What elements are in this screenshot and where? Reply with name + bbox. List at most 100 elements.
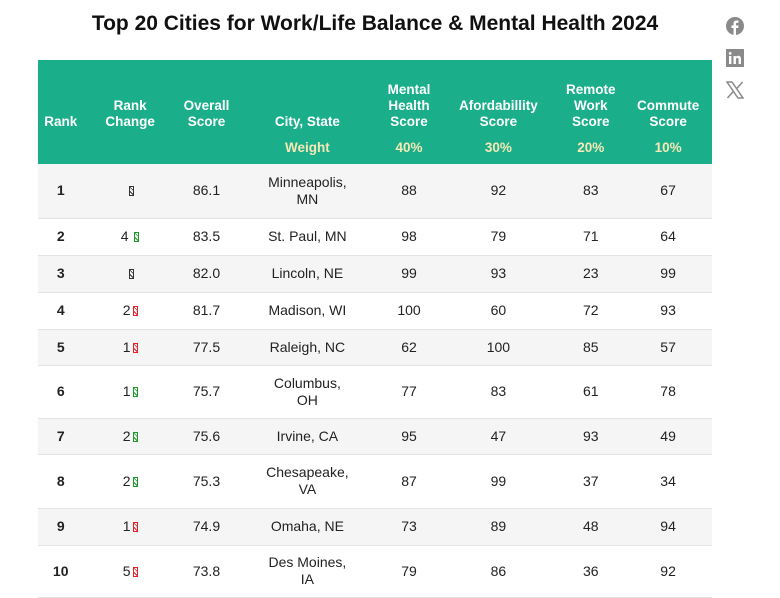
city-cell-text: Omaha, NE [270,518,344,534]
overall-score-cell-text: 82.0 [192,265,221,281]
city-cell: Raleigh, NC [236,329,379,366]
mental-health-cell: 100 [378,292,440,330]
linkedin-icon[interactable] [726,49,744,67]
rank-cell: 9 [38,508,84,546]
remote-work-cell: 37 [557,454,625,509]
rank-change-cell [83,164,177,219]
rank-change-cell-text: 1 [122,338,131,355]
affordability-cell-text: 99 [490,472,507,489]
weight-mental: 40% [378,132,440,164]
commute-cell: 99 [624,255,712,293]
overall-score-cell: 83.5 [176,218,237,256]
city-cell-text: Irvine, CA [276,427,339,444]
mental-health-cell-text: 73 [401,518,417,534]
rank-change-cell [83,255,177,293]
rank-change-cell-text: 4 [120,228,133,244]
facebook-icon[interactable] [726,17,744,35]
header-affordability[interactable]: Afordabillity Score [439,60,558,132]
rank-change-cell: 1 [83,329,177,366]
remote-work-cell-text: 48 [582,518,599,534]
weight-empty [176,132,237,164]
rank-cell-text: 10 [52,562,69,579]
table-row: 6 1 75.7 Columbus, OH 77 83 61 78 [38,365,712,419]
overall-score-cell: 82.0 [176,255,237,293]
rank-change-cell-text: 5 [122,562,131,579]
remote-work-cell: 72 [557,292,625,330]
mental-health-cell: 79 [378,545,440,598]
overall-score-cell-text: 73.8 [192,562,221,579]
mental-health-cell: 88 [378,164,440,219]
remote-work-cell-text: 61 [582,383,599,399]
affordability-cell-text: 47 [490,427,507,444]
rank-cell: 2 [38,218,84,256]
remote-work-cell-text: 36 [582,562,599,579]
trend-down-icon [132,522,138,532]
affordability-cell: 100 [439,329,558,366]
rank-change-cell: 2 [83,292,177,330]
remote-work-cell: 71 [557,218,625,256]
header-rank[interactable]: Rank [38,60,84,132]
rank-change-cell-text: 1 [122,383,131,399]
rank-change-cell: 2 [83,454,177,509]
header-remote-work[interactable]: Remote Work Score [557,60,625,132]
affordability-cell: 93 [439,255,558,293]
city-cell: Columbus, OH [236,365,379,419]
header-city-state[interactable]: City, State [236,60,379,132]
commute-cell: 49 [624,418,712,455]
overall-score-cell: 81.7 [176,292,237,330]
rank-cell-text: 4 [56,302,65,318]
affordability-cell: 60 [439,292,558,330]
city-cell-text: Chesapeake, VA [266,464,349,497]
city-cell: Minneapolis, MN [236,164,379,219]
weight-commute: 10% [624,132,712,164]
remote-work-cell-text: 23 [582,265,599,281]
mental-health-cell-text: 87 [401,472,417,489]
overall-score-cell-text: 75.3 [192,472,221,489]
city-cell-text: Columbus, OH [273,374,341,408]
weight-empty [83,132,177,164]
remote-work-cell-text: 37 [582,472,599,489]
trend-up-icon [132,476,138,487]
mental-health-cell-text: 95 [401,427,417,444]
mental-health-cell: 98 [378,218,440,256]
x-icon[interactable] [726,81,744,99]
affordability-cell-text: 100 [486,338,511,355]
rank-cell-text: 5 [56,338,65,355]
rankings-table: Rank Rank Change Overall Score City, Sta… [38,60,712,598]
rank-cell-text: 2 [56,228,65,244]
commute-cell: 94 [624,508,712,546]
overall-score-cell: 73.8 [176,545,237,598]
table-row: 1 86.1 Minneapolis, MN 88 92 83 67 [38,164,712,219]
header-overall-score[interactable]: Overall Score [176,60,237,132]
mental-health-cell: 62 [378,329,440,366]
header-commute[interactable]: Commute Score [624,60,712,132]
city-cell-text: Madison, WI [268,302,347,318]
remote-work-cell: 61 [557,365,625,419]
rank-change-cell-text: 2 [122,302,131,318]
overall-score-cell: 75.3 [176,454,237,509]
rank-cell: 8 [38,454,84,509]
affordability-cell-text: 93 [490,265,507,281]
overall-score-cell: 75.7 [176,365,237,419]
city-cell: Chesapeake, VA [236,454,379,509]
table-row: 2 4 83.5 St. Paul, MN 98 79 71 64 [38,218,712,256]
header-mental-health[interactable]: Mental Health Score [378,60,440,132]
affordability-cell: 83 [439,365,558,419]
mental-health-cell-text: 77 [401,383,417,399]
remote-work-cell: 85 [557,329,625,366]
overall-score-cell-text: 75.6 [192,427,221,444]
affordability-cell: 47 [439,418,558,455]
mental-health-cell: 73 [378,508,440,546]
trend-same-icon [128,269,134,279]
affordability-cell: 99 [439,454,558,509]
rank-change-cell: 5 [83,545,177,598]
city-cell-text: St. Paul, MN [268,228,347,244]
rank-cell: 1 [38,164,84,219]
commute-cell-text: 49 [660,427,676,444]
rank-cell-text: 3 [56,265,65,281]
remote-work-cell-text: 83 [582,182,599,199]
overall-score-cell-text: 86.1 [192,182,221,199]
mental-health-cell-text: 88 [401,182,417,199]
rank-change-cell: 2 [83,418,177,455]
header-rank-change[interactable]: Rank Change [83,60,177,132]
